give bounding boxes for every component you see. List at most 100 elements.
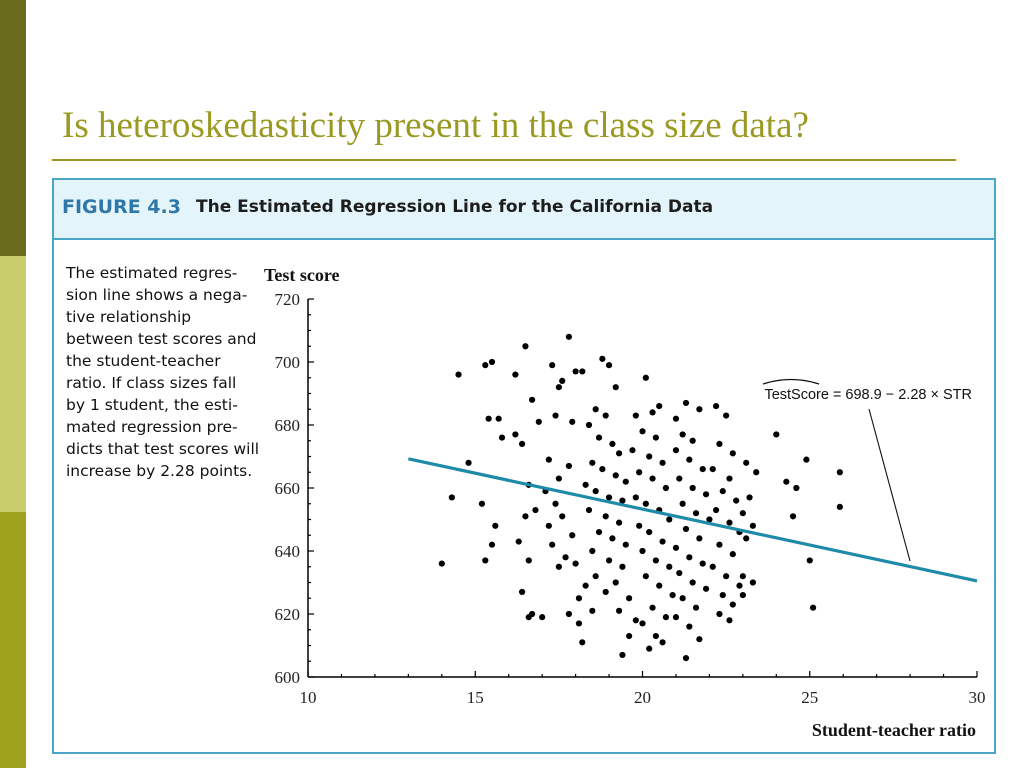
data-point [692,604,700,611]
data-point [599,466,606,473]
data-point [478,500,486,507]
data-point [686,554,693,561]
data-point [733,497,740,504]
data-point [696,636,703,643]
data-point [706,516,713,523]
caption-line: sion line shows a nega- [66,286,248,304]
data-point [559,377,566,384]
data-point [605,362,613,369]
data-point [582,481,589,488]
data-point [609,535,616,542]
data-point [656,582,663,589]
data-point [619,651,626,659]
data-point [696,406,703,413]
data-point [746,494,753,501]
data-point [562,554,569,561]
sidebar-segment-dark [0,0,26,256]
data-point [699,560,706,567]
data-point [729,601,736,608]
data-point [592,488,599,495]
data-point [726,617,733,624]
data-point [529,396,536,403]
data-point [679,595,686,602]
data-point [448,494,455,501]
data-point [803,456,810,463]
data-point [723,573,730,580]
data-point [589,459,596,466]
data-point [739,510,746,517]
data-point [682,399,690,407]
data-point [836,469,843,476]
data-point [773,431,780,438]
regression-equation-label: TestScore = 698.9 − 2.28 × STR [764,387,972,403]
data-point [619,563,626,570]
data-point [686,456,693,463]
data-point [636,469,643,476]
regression-line [408,457,978,583]
data-point [622,478,629,485]
data-point [649,409,656,416]
data-point [749,579,756,586]
data-point [646,453,653,460]
y-tick-label: 600 [275,668,301,687]
data-point [552,500,559,507]
data-point [539,614,546,621]
y-axis-label: Test score [264,265,340,285]
data-point [532,506,539,514]
data-point [642,374,649,381]
data-point [615,519,623,526]
data-point [672,447,680,454]
data-point [525,614,532,621]
data-point [659,538,666,545]
data-point [646,529,653,536]
data-point [515,538,522,545]
data-point [572,560,579,567]
figure-title: The Estimated Regression Line for the Ca… [196,197,714,217]
caption-line: The estimated regres- [66,264,238,282]
data-point [455,371,462,378]
data-point [656,403,663,410]
data-point [492,522,499,529]
data-point [719,488,726,495]
data-point [555,475,562,482]
data-point [522,513,529,520]
data-point [482,362,489,369]
data-point [549,362,556,369]
data-point [612,384,619,391]
data-point [592,406,599,413]
data-point [632,412,639,419]
x-tick-label: 20 [634,688,651,707]
data-point [649,475,656,482]
figure-header: FIGURE 4.3 The Estimated Regression Line… [54,180,994,240]
data-point [726,519,733,526]
caption-line: ratio. If class sizes fall [66,374,237,392]
data-point [518,588,526,596]
data-point [679,500,686,507]
data-point [626,632,633,640]
data-point [806,557,813,564]
data-point [699,466,706,473]
data-point [836,503,843,510]
data-point [743,535,750,542]
data-point [716,541,723,548]
data-point [609,440,616,447]
data-point [739,573,746,580]
data-point [783,478,790,485]
data-point [682,655,690,662]
data-point [465,459,472,466]
y-tick-label: 720 [275,290,301,309]
data-point [652,632,659,640]
data-point [565,610,573,618]
data-point [602,412,609,419]
data-point [572,368,579,375]
data-point [672,614,680,621]
data-point [512,371,519,378]
data-point [579,368,586,375]
data-point [659,459,666,466]
data-point [793,484,800,492]
x-tick-label: 25 [801,688,818,707]
data-point [512,431,519,438]
data-point [585,506,593,514]
data-point [569,532,576,539]
hat-accent [762,378,820,385]
